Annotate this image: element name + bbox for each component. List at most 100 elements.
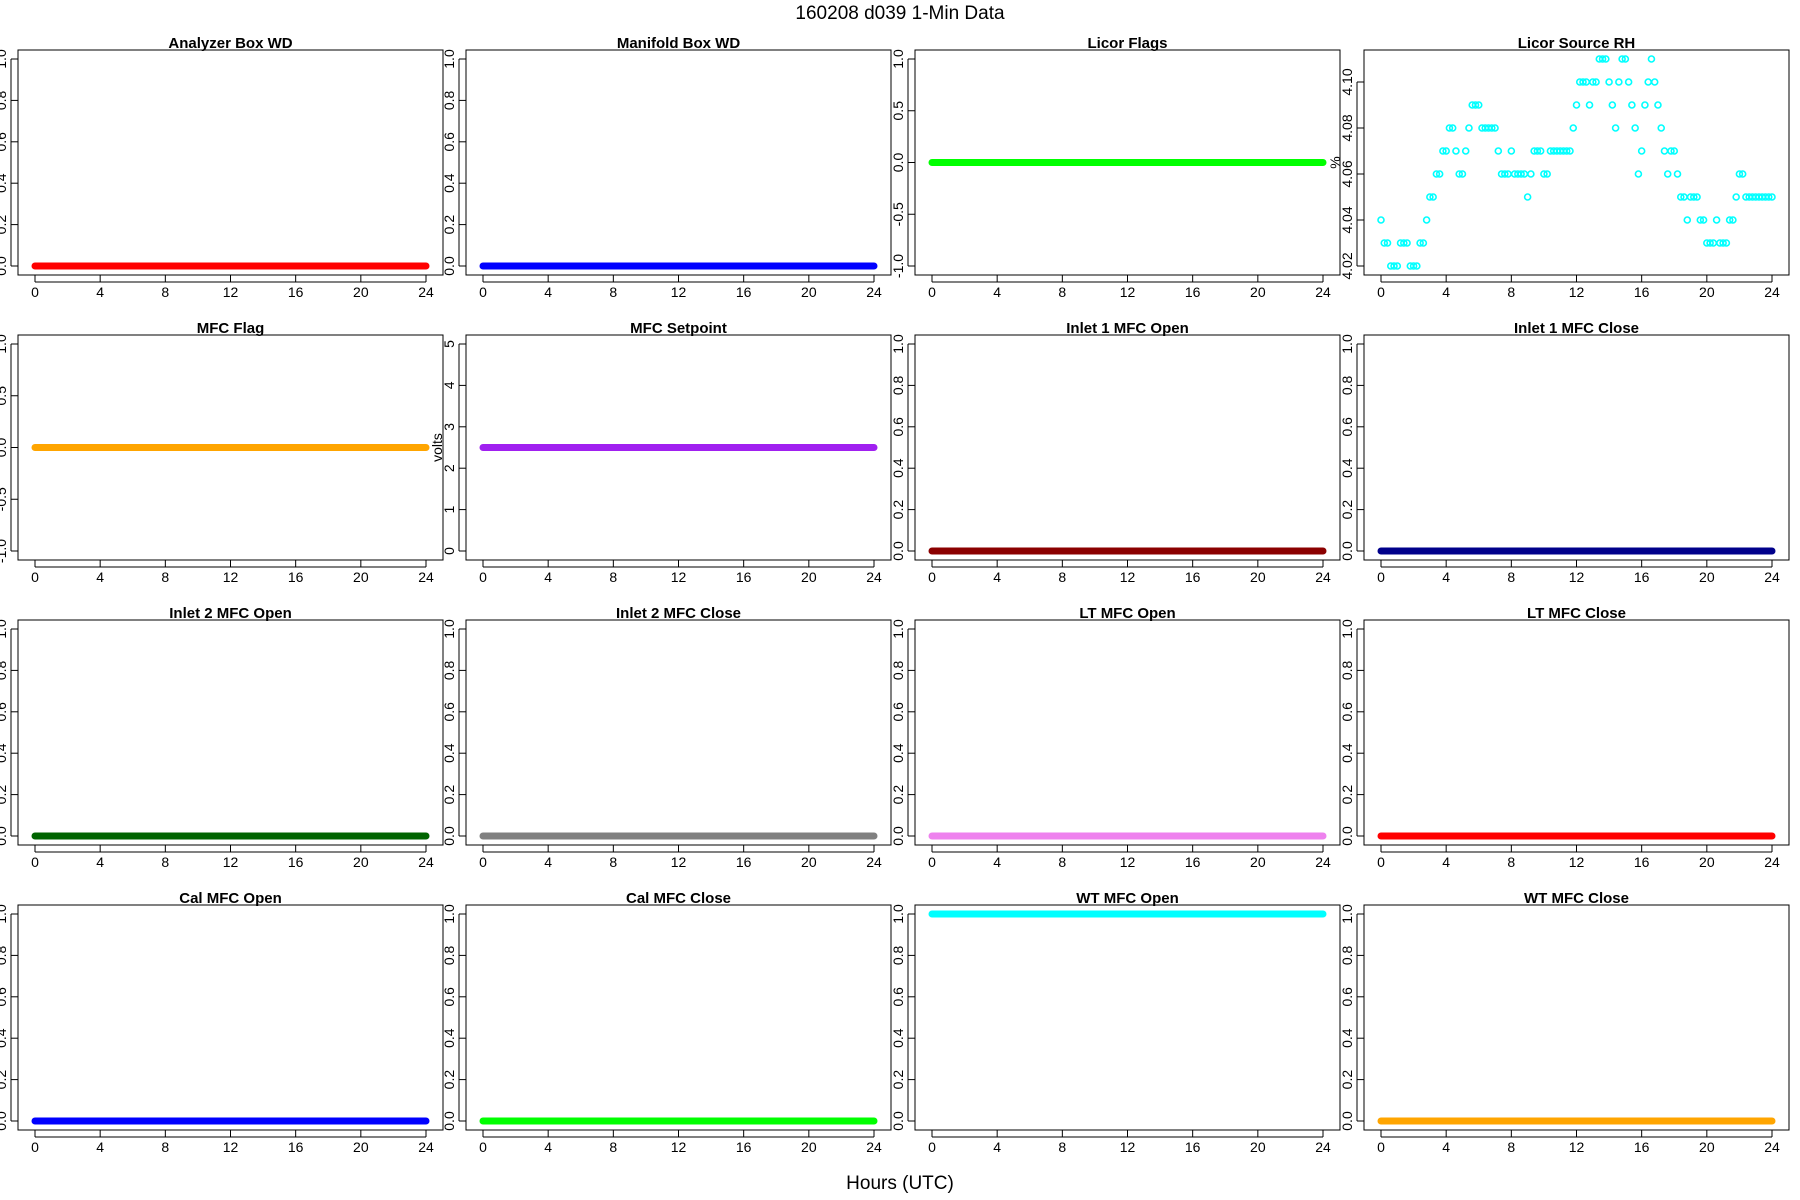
y-tick-label: 0.6 bbox=[890, 987, 906, 1007]
panel-13: Cal MFC Close 0 4 8 12 16 20 24 0.0 0.2 0.4 0.6 0.8 1… bbox=[441, 890, 892, 1155]
x-tick-label: 8 bbox=[1507, 284, 1515, 300]
y-tick-label: 4.10 bbox=[1339, 68, 1355, 95]
data-point bbox=[1735, 170, 1744, 178]
data-point bbox=[1383, 239, 1392, 247]
x-tick-label: 0 bbox=[31, 569, 39, 585]
x-tick-label: 8 bbox=[1058, 284, 1066, 300]
x-tick-label: 24 bbox=[418, 1139, 434, 1155]
panel-10: LT MFC Open 0 4 8 12 16 20 24 0.0 0.2 0.4 0.6 0.8 1.0 bbox=[890, 605, 1341, 870]
panel-frame bbox=[914, 904, 1341, 1131]
data-point bbox=[1426, 193, 1434, 201]
y-tick-label: 1.0 bbox=[1339, 334, 1355, 354]
panel-8: Inlet 2 MFC Open 0 4 8 12 16 20 24 0.0 0.2 0.4 0.6 0… bbox=[0, 605, 444, 870]
data-point bbox=[1712, 216, 1721, 224]
data-point bbox=[1637, 147, 1646, 155]
y-tick-label: 0.5 bbox=[0, 386, 9, 406]
y-tick-label: 1.0 bbox=[890, 49, 906, 69]
x-tick-label: 20 bbox=[1699, 1139, 1715, 1155]
x-tick-label: 20 bbox=[801, 854, 817, 870]
x-tick-label: 8 bbox=[609, 1139, 617, 1155]
x-tick-label: 16 bbox=[288, 284, 304, 300]
x-tick-label: 8 bbox=[1507, 569, 1515, 585]
y-tick-label: 1.0 bbox=[0, 619, 9, 639]
x-tick-label: 16 bbox=[1185, 854, 1201, 870]
x-tick-label: 20 bbox=[1250, 569, 1266, 585]
data-point bbox=[1448, 124, 1457, 132]
x-tick-label: 12 bbox=[1569, 284, 1585, 300]
data-point bbox=[1706, 239, 1714, 247]
x-tick-label: 8 bbox=[161, 569, 169, 585]
data-point bbox=[1683, 216, 1692, 224]
y-tick-label: 0.2 bbox=[1339, 1070, 1355, 1090]
x-tick-label: 8 bbox=[161, 284, 169, 300]
data-point bbox=[1419, 239, 1428, 247]
data-point bbox=[1676, 193, 1685, 201]
panel-frame bbox=[914, 619, 1341, 846]
data-point bbox=[1403, 239, 1411, 247]
y-tick-label: 0.0 bbox=[890, 826, 906, 846]
y-tick-label: 0.8 bbox=[0, 945, 9, 965]
y-tick-label: -1.0 bbox=[890, 254, 906, 278]
y-tick-label: -0.5 bbox=[0, 487, 9, 511]
data-point bbox=[1523, 193, 1532, 201]
y-tick-label: 0.2 bbox=[890, 785, 906, 805]
data-point bbox=[1569, 124, 1578, 132]
x-tick-label: 4 bbox=[1442, 854, 1450, 870]
y-tick-label: 0.6 bbox=[1339, 417, 1355, 437]
x-tick-label: 12 bbox=[223, 569, 239, 585]
x-tick-label: 12 bbox=[1120, 1139, 1136, 1155]
data-point bbox=[1445, 124, 1454, 132]
x-tick-label: 4 bbox=[1442, 569, 1450, 585]
data-point bbox=[1598, 55, 1607, 63]
x-tick-label: 0 bbox=[1377, 284, 1385, 300]
panel-9: Inlet 2 MFC Close 0 4 8 12 16 20 24 0.0 0.2 0.4 0.6… bbox=[441, 605, 892, 870]
panel-title: LT MFC Open bbox=[1079, 605, 1175, 622]
panel-frame bbox=[465, 619, 892, 846]
x-tick-label: 8 bbox=[161, 854, 169, 870]
x-tick-label: 16 bbox=[736, 284, 752, 300]
y-tick-label: 0.2 bbox=[0, 1070, 9, 1090]
data-point bbox=[1494, 147, 1503, 155]
y-tick-label: 1.0 bbox=[0, 904, 9, 924]
y-tick-label: 0.5 bbox=[890, 101, 906, 121]
panel-title: WT MFC Close bbox=[1524, 890, 1629, 907]
y-tick-label: -0.5 bbox=[890, 202, 906, 226]
data-point bbox=[1422, 216, 1431, 224]
x-tick-label: 8 bbox=[1507, 1139, 1515, 1155]
data-point bbox=[1439, 147, 1447, 155]
x-tick-label: 20 bbox=[1250, 854, 1266, 870]
panel-1: Manifold Box WD 0 4 8 12 16 20 24 0.0 0.2 0.4 0.6 0.… bbox=[441, 35, 892, 300]
x-tick-label: 12 bbox=[1569, 854, 1585, 870]
data-point bbox=[1455, 170, 1463, 178]
x-tick-label: 12 bbox=[223, 284, 239, 300]
y-tick-label: 1.0 bbox=[1339, 619, 1355, 639]
x-tick-label: 12 bbox=[671, 284, 687, 300]
y-tick-label: 0.0 bbox=[1339, 541, 1355, 561]
x-tick-label: 24 bbox=[1764, 284, 1780, 300]
y-tick-label: 0.8 bbox=[0, 90, 9, 110]
data-point bbox=[1657, 124, 1666, 132]
panel-12: Cal MFC Open 0 4 8 12 16 20 24 0.0 0.2 0.4 0.6 0.8 1.… bbox=[0, 890, 444, 1155]
y-tick-label: 1.0 bbox=[441, 49, 457, 69]
data-point bbox=[1487, 124, 1496, 132]
y-tick-label: 0.8 bbox=[890, 660, 906, 680]
data-point bbox=[1501, 170, 1509, 178]
x-tick-label: 24 bbox=[866, 1139, 882, 1155]
x-tick-label: 8 bbox=[609, 569, 617, 585]
x-tick-label: 4 bbox=[993, 284, 1001, 300]
y-tick-label: 0.4 bbox=[441, 173, 457, 193]
x-tick-label: 24 bbox=[1764, 569, 1780, 585]
data-point bbox=[1605, 78, 1613, 86]
x-tick-label: 8 bbox=[1507, 854, 1515, 870]
data-point bbox=[1725, 216, 1734, 224]
x-tick-label: 24 bbox=[1315, 284, 1331, 300]
data-point bbox=[1452, 147, 1460, 155]
data-point bbox=[1474, 101, 1483, 109]
y-tick-label: 1.0 bbox=[890, 904, 906, 924]
x-tick-label: 24 bbox=[1315, 569, 1331, 585]
y-tick-label: 0.2 bbox=[441, 1070, 457, 1090]
y-axis-label: volts bbox=[429, 433, 445, 462]
x-tick-label: 0 bbox=[928, 284, 936, 300]
x-tick-label: 16 bbox=[736, 569, 752, 585]
